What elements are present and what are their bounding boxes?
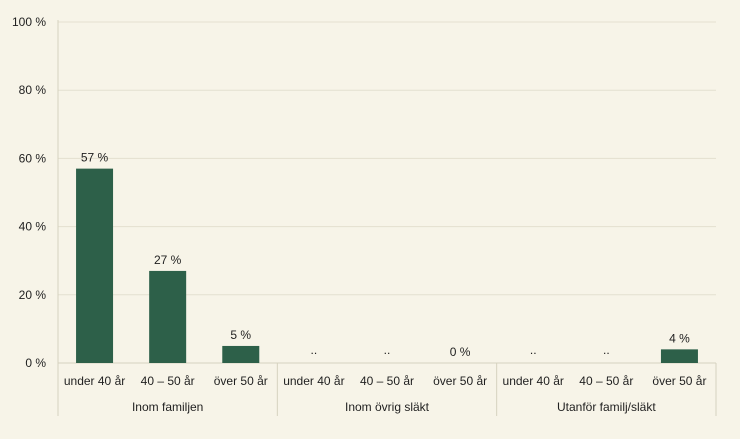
data-label: 27 % bbox=[154, 253, 182, 267]
x-tick-label: över 50 år bbox=[214, 374, 268, 388]
x-tick-label: under 40 år bbox=[64, 374, 125, 388]
data-label: .. bbox=[603, 343, 610, 357]
data-label: 0 % bbox=[450, 345, 471, 359]
x-tick-label: 40 – 50 år bbox=[141, 374, 195, 388]
y-tick-label: 100 % bbox=[12, 15, 46, 29]
x-tick-label: under 40 år bbox=[503, 374, 564, 388]
x-tick-label: 40 – 50 år bbox=[360, 374, 414, 388]
bar bbox=[76, 168, 114, 363]
x-tick-label: över 50 år bbox=[652, 374, 706, 388]
data-label: 5 % bbox=[230, 328, 251, 342]
bar bbox=[222, 345, 260, 363]
x-tick-label: under 40 år bbox=[283, 374, 344, 388]
y-tick-label: 60 % bbox=[19, 151, 47, 165]
data-label: .. bbox=[530, 343, 537, 357]
bar bbox=[660, 349, 698, 363]
data-label: .. bbox=[311, 343, 318, 357]
y-tick-label: 20 % bbox=[19, 288, 47, 302]
group-label: Inom övrig släkt bbox=[345, 400, 430, 414]
y-tick-label: 80 % bbox=[19, 83, 47, 97]
y-tick-label: 40 % bbox=[19, 220, 47, 234]
data-label: 57 % bbox=[81, 151, 109, 165]
bar bbox=[149, 270, 187, 363]
y-tick-label: 0 % bbox=[25, 356, 46, 370]
data-label: .. bbox=[384, 343, 391, 357]
group-label: Inom familjen bbox=[132, 400, 203, 414]
group-label: Utanför familj/släkt bbox=[557, 400, 656, 414]
x-tick-label: över 50 år bbox=[433, 374, 487, 388]
data-label: 4 % bbox=[669, 331, 690, 345]
x-tick-label: 40 – 50 år bbox=[579, 374, 633, 388]
